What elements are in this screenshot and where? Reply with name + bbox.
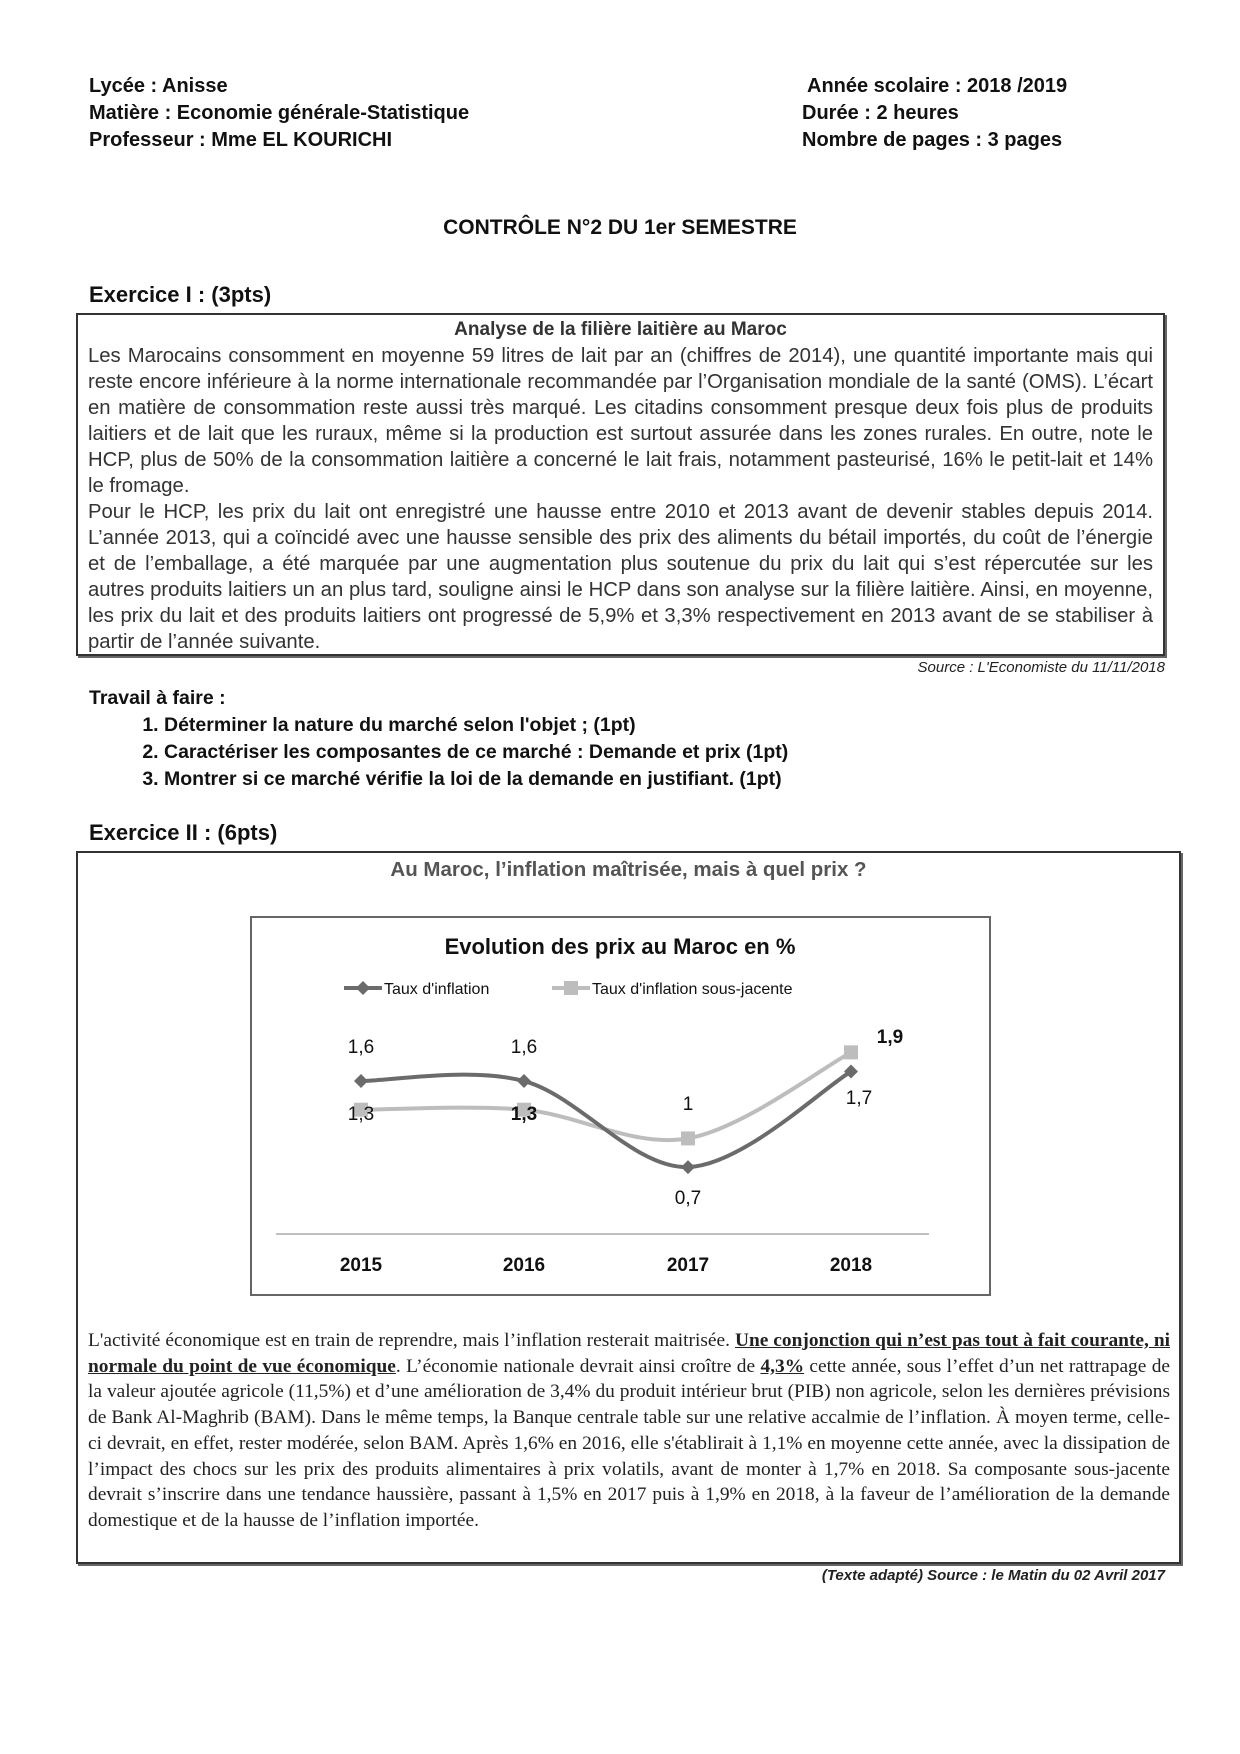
- emphasized-text: Une conjonction qui n’est pas tout à fai…: [88, 1330, 1170, 1377]
- data-point-diamond: [844, 1064, 858, 1079]
- task-item: Déterminer la nature du marché selon l'o…: [164, 712, 788, 739]
- chart-legend: Taux d'inflation Taux d'inflation sous-ja…: [344, 981, 793, 998]
- page-title: CONTRÔLE N°2 DU 1er SEMESTRE: [443, 216, 797, 239]
- data-point-square: [517, 1102, 531, 1117]
- data-label: 1,9: [877, 1027, 903, 1048]
- task-list: Travail à faire : Déterminer la nature d…: [89, 685, 788, 793]
- text-segment: . L’économie nationale devrait ainsi cro…: [395, 1355, 761, 1377]
- legend-label: Taux d'inflation: [384, 981, 489, 998]
- x-tick-label: 2015: [340, 1255, 383, 1276]
- data-label: 0,7: [675, 1188, 701, 1209]
- data-point-diamond: [354, 1074, 368, 1089]
- exercise1-box-title: Analyse de la filière laitière au Maroc: [454, 319, 787, 340]
- data-point-square: [844, 1045, 858, 1060]
- data-label: 1,6: [348, 1037, 374, 1058]
- subject: Matière : Economie générale-Statistique: [89, 102, 470, 124]
- data-label: 1,3: [511, 1104, 537, 1125]
- data-point-square: [681, 1131, 695, 1146]
- task-item: Montrer si ce marché vérifie la loi de l…: [164, 766, 788, 793]
- exercise2-box-title: Au Maroc, l’inflation maîtrisée, mais à …: [390, 858, 867, 881]
- emphasized-figure: 4,3%: [760, 1355, 805, 1377]
- exercise2-paragraph: L'activité économique est en train de re…: [88, 1328, 1170, 1534]
- data-point-diamond: [517, 1074, 531, 1089]
- exercise2-box: Au Maroc, l’inflation maîtrisée, mais à …: [76, 851, 1181, 1564]
- task-item: Caractériser les composantes de ce march…: [164, 739, 788, 766]
- exercise2-source: (Texte adapté) Source : le Matin du 02 A…: [821, 1567, 1165, 1584]
- text-segment: cette année, sous l’effet d’un net rattr…: [88, 1355, 1171, 1531]
- exercise1-paragraph: Les Marocains consomment en moyenne 59 l…: [88, 345, 1153, 497]
- x-tick-label: 2016: [503, 1255, 545, 1276]
- teacher: Professeur : Mme EL KOURICHI: [89, 129, 393, 151]
- x-tick-label: 2018: [830, 1255, 872, 1276]
- school-year: Année scolaire : 2018 /2019: [807, 75, 1068, 97]
- data-point-square: [354, 1102, 368, 1117]
- x-tick-label: 2017: [667, 1255, 709, 1276]
- duration: Durée : 2 heures: [802, 102, 959, 124]
- text-segment: L'activité économique est en train de re…: [88, 1330, 735, 1351]
- series-line-underlying-inflation: [360, 1050, 852, 1143]
- chart-title: Evolution des prix au Maroc en %: [445, 934, 796, 959]
- page-count: Nombre de pages : 3 pages: [802, 129, 1063, 151]
- data-label: 1: [683, 1094, 694, 1115]
- data-point-diamond: [356, 981, 370, 995]
- chart-frame: Evolution des prix au Maroc en % Taux d'…: [250, 916, 991, 1296]
- school-name: Lycée : Anisse: [89, 75, 228, 97]
- header-left: Lycée : Anisse Matière : Economie généra…: [89, 73, 469, 154]
- exercise1-source: Source : L'Economiste du 11/11/2018: [917, 659, 1165, 676]
- data-point-square: [564, 981, 578, 995]
- task-list-title: Travail à faire :: [89, 687, 226, 709]
- exercise1-textbox: Analyse de la filière laitière au Maroc …: [76, 313, 1165, 656]
- data-label: 1,3: [348, 1104, 374, 1125]
- header-right: Année scolaire : 2018 /2019 Durée : 2 he…: [802, 73, 1067, 154]
- data-point-diamond: [681, 1160, 695, 1175]
- data-label: 1,7: [846, 1088, 872, 1109]
- data-label: 1,6: [511, 1037, 537, 1058]
- legend-label: Taux d'inflation sous-jacente: [592, 981, 793, 998]
- series-line-inflation: [360, 1069, 853, 1170]
- line-chart: Evolution des prix au Maroc en % Taux d'…: [276, 934, 929, 1276]
- exercise2-heading: Exercice II : (6pts): [89, 820, 278, 845]
- exercise1-paragraph: Pour le HCP, les prix du lait ont enregi…: [88, 501, 1153, 653]
- exercise1-heading: Exercice I : (3pts): [89, 282, 272, 307]
